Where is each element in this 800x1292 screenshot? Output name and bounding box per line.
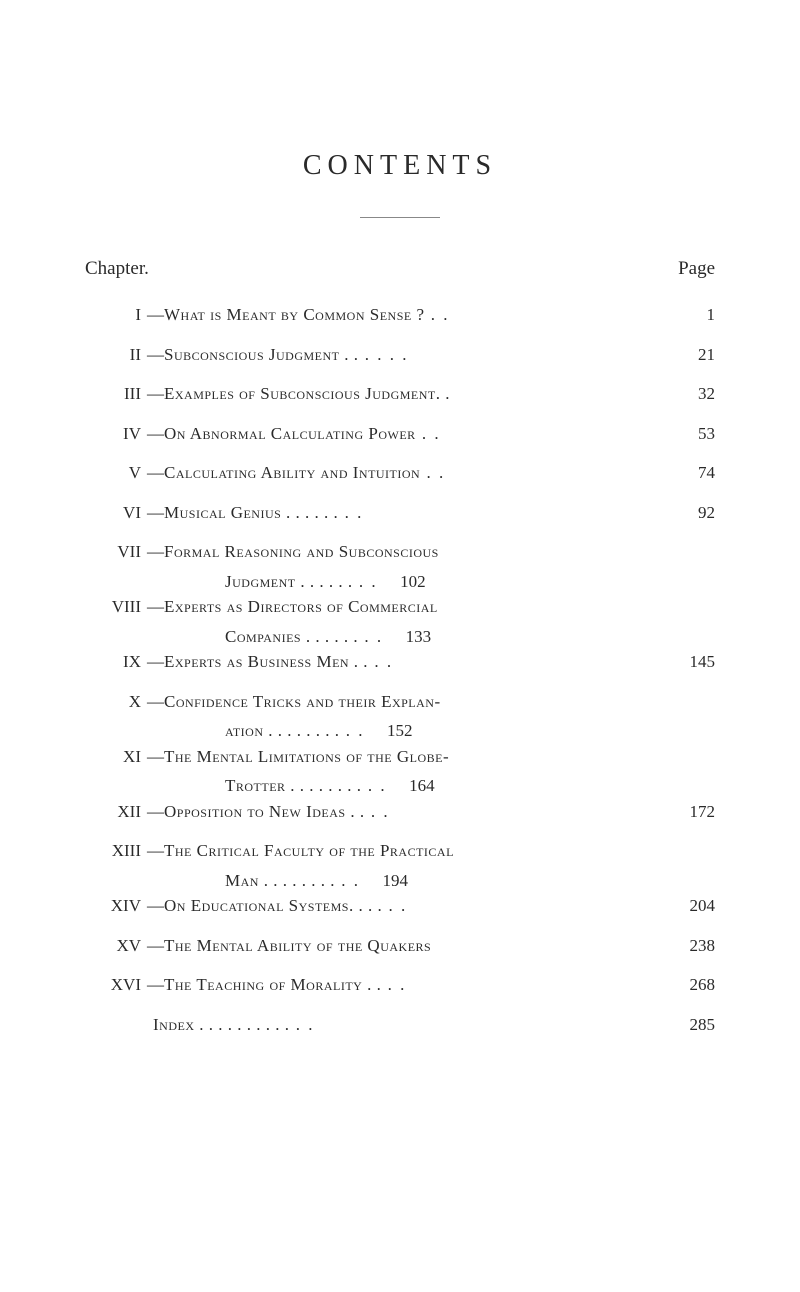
header-row: Chapter. Page: [85, 258, 715, 280]
index-entry: Index . . . . . . . . . . . . 285: [85, 1012, 715, 1038]
entry-page: 204: [667, 893, 715, 919]
entry-15: XV— The Mental Ability of the Quakers 23…: [85, 933, 715, 959]
entry-num: V: [85, 460, 147, 486]
entry-page: 268: [667, 972, 715, 998]
entry-dash: —: [147, 421, 164, 447]
entry-dash: —: [147, 972, 164, 998]
entry-11: XI— The Mental Limitations of the Globe-…: [85, 744, 715, 799]
header-chapter: Chapter.: [85, 258, 149, 280]
entry-num: XI: [85, 744, 147, 770]
entry-14: XIV— On Educational Systems. . . . . . 2…: [85, 893, 715, 919]
entry-num: VI: [85, 500, 147, 526]
entry-13: XIII— The Critical Faculty of the Practi…: [85, 838, 715, 893]
entry-12: XII— Opposition to New Ideas . . . . 172: [85, 799, 715, 825]
entry-num: XVI: [85, 972, 147, 998]
entry-16: XVI— The Teaching of Morality . . . . 26…: [85, 972, 715, 998]
entry-title-line2: Man . . . . . . . . . .: [85, 868, 360, 894]
entry-dash: —: [147, 893, 164, 919]
entry-dash: —: [147, 381, 164, 407]
entry-num: X: [85, 689, 147, 715]
entry-page: 32: [667, 381, 715, 407]
entry-num: XV: [85, 933, 147, 959]
index-page: 285: [667, 1012, 715, 1038]
entry-page: 74: [667, 460, 715, 486]
entry-title-line2: Companies . . . . . . . .: [85, 624, 383, 650]
entry-num: IX: [85, 649, 147, 675]
entry-page: 145: [667, 649, 715, 675]
entry-dash: —: [147, 460, 164, 486]
entry-title: Calculating Ability and Intuition . .: [164, 460, 667, 486]
entry-title: On Educational Systems. . . . . .: [164, 893, 667, 919]
entry-dash: —: [147, 342, 164, 368]
entry-dash: —: [147, 838, 164, 864]
contents-title: CONTENTS: [85, 150, 715, 182]
entry-page: 164: [387, 773, 435, 799]
entry-title: On Abnormal Calculating Power . .: [164, 421, 667, 447]
entry-8: VIII— Experts as Directors of Commercial…: [85, 594, 715, 649]
entry-dash: —: [147, 744, 164, 770]
entry-num: IV: [85, 421, 147, 447]
entry-page: 53: [667, 421, 715, 447]
entry-dash: —: [147, 799, 164, 825]
entry-title-line1: Formal Reasoning and Subconscious: [164, 539, 715, 565]
entry-title: What is Meant by Common Sense ? . .: [164, 302, 667, 328]
entry-title-line1: The Critical Faculty of the Practical: [164, 838, 715, 864]
entry-title-line2: Trotter . . . . . . . . . .: [85, 773, 387, 799]
entry-num: VII: [85, 539, 147, 565]
entry-title: Opposition to New Ideas . . . .: [164, 799, 667, 825]
entry-title-line2: Judgment . . . . . . . .: [85, 569, 378, 595]
entry-2: II— Subconscious Judgment . . . . . . 21: [85, 342, 715, 368]
entry-dash: —: [147, 302, 164, 328]
entry-title: Examples of Subconscious Judgment. .: [164, 381, 667, 407]
entry-6: VI— Musical Genius . . . . . . . . 92: [85, 500, 715, 526]
entry-title: Subconscious Judgment . . . . . .: [164, 342, 667, 368]
entries-list: I— What is Meant by Common Sense ? . . 1…: [85, 302, 715, 1037]
entry-5: V— Calculating Ability and Intuition . .…: [85, 460, 715, 486]
entry-page: 92: [667, 500, 715, 526]
entry-dash: —: [147, 500, 164, 526]
entry-page: 194: [360, 868, 408, 894]
entry-title-line1: The Mental Limitations of the Globe-: [164, 744, 715, 770]
index-label: Index . . . . . . . . . . . .: [85, 1012, 667, 1038]
entry-num: VIII: [85, 594, 147, 620]
entry-num: III: [85, 381, 147, 407]
entry-num: XII: [85, 799, 147, 825]
entry-4: IV— On Abnormal Calculating Power . . 53: [85, 421, 715, 447]
entry-page: 152: [365, 718, 413, 744]
entry-title: The Teaching of Morality . . . .: [164, 972, 667, 998]
entry-7: VII— Formal Reasoning and Subconscious J…: [85, 539, 715, 594]
entry-title-line1: Experts as Directors of Commercial: [164, 594, 715, 620]
entry-title: The Mental Ability of the Quakers: [164, 933, 667, 959]
entry-10: X— Confidence Tricks and their Explan- a…: [85, 689, 715, 744]
entry-page: 133: [383, 624, 431, 650]
entry-9: IX— Experts as Business Men . . . . 145: [85, 649, 715, 675]
entry-page: 1: [667, 302, 715, 328]
entry-title: Experts as Business Men . . . .: [164, 649, 667, 675]
entry-num: I: [85, 302, 147, 328]
entry-dash: —: [147, 649, 164, 675]
entry-3: III— Examples of Subconscious Judgment. …: [85, 381, 715, 407]
entry-dash: —: [147, 594, 164, 620]
entry-page: 21: [667, 342, 715, 368]
entry-title-line2: ation . . . . . . . . . .: [85, 718, 365, 744]
entry-title-line1: Confidence Tricks and their Explan-: [164, 689, 715, 715]
entry-num: XIV: [85, 893, 147, 919]
entry-page: 102: [378, 569, 426, 595]
entry-page: 172: [667, 799, 715, 825]
entry-dash: —: [147, 539, 164, 565]
entry-page: 238: [667, 933, 715, 959]
header-page: Page: [678, 258, 715, 280]
entry-num: XIII: [85, 838, 147, 864]
entry-dash: —: [147, 689, 164, 715]
entry-num: II: [85, 342, 147, 368]
entry-dash: —: [147, 933, 164, 959]
title-divider: [360, 217, 440, 218]
entry-1: I— What is Meant by Common Sense ? . . 1: [85, 302, 715, 328]
entry-title: Musical Genius . . . . . . . .: [164, 500, 667, 526]
